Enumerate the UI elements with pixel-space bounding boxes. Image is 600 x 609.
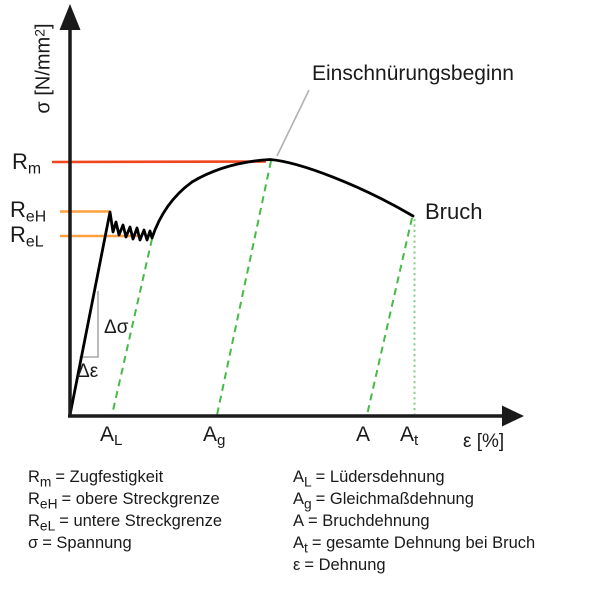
fracture-label: Bruch <box>425 199 483 224</box>
legend-symbol: ε <box>293 556 301 574</box>
legend-definition: = Gleichmaßdehnung <box>315 490 474 508</box>
rel-label-sub: eL <box>25 233 44 251</box>
lueders-extension-dashed-line <box>111 238 153 416</box>
legend-definition: = untere Streckgrenze <box>59 512 223 530</box>
legend-item-al: AL = Lüdersdehnung <box>293 466 535 490</box>
x-tick-at-sym: A <box>400 423 415 446</box>
rm-level-line <box>51 160 267 164</box>
legend-definition: = gesamte Dehnung bei Bruch <box>311 534 536 552</box>
legend-right: AL = Lüdersdehnung Ag = Gleichmaßdehnung A… <box>293 466 535 576</box>
legend-sub: eH <box>39 496 58 512</box>
reh-label: ReH <box>10 197 46 225</box>
legend-item-at: At = gesamte Dehnung bei Bruch <box>293 532 536 556</box>
delta-sigma-label: Δσ <box>104 317 129 338</box>
stress-strain-curve <box>68 158 415 417</box>
legend-sub: m <box>39 474 52 490</box>
x-tick-at-sub: t <box>414 432 419 450</box>
legend-sub: eL <box>39 518 56 534</box>
x-tick-a: A <box>356 423 371 446</box>
x-tick-al: AL <box>100 423 123 450</box>
x-tick-ag-sym: A <box>203 423 218 446</box>
legend-definition: = Spannung <box>42 534 132 552</box>
legend-item-sigma: σ = Spannung <box>28 532 222 554</box>
legend-item-ag: Ag = Gleichmaßdehnung <box>293 488 535 512</box>
x-tick-ag: Ag <box>203 423 226 450</box>
y-axis-label-pre: σ [N/mm <box>32 36 55 114</box>
legend-definition: = Bruchdehnung <box>308 512 430 530</box>
rm-label-sub: m <box>27 160 42 178</box>
legend-symbol: σ <box>28 534 39 552</box>
y-axis-label-sup: 2 <box>31 29 48 37</box>
legend-symbol: A <box>293 468 305 486</box>
reh-label-sym: R <box>10 197 26 222</box>
delta-epsilon-label: Δε <box>77 361 99 382</box>
x-tick-a-sym: A <box>356 423 371 446</box>
fracture-strain-dashed-line <box>366 217 413 416</box>
legend-left: Rm = Zugfestigkeit ReH = obere Streckgrenz… <box>28 466 222 554</box>
legend-sub: g <box>304 496 312 512</box>
necking-annotation: Einschnürungsbeginn <box>312 62 514 85</box>
legend-item-rm: Rm = Zugfestigkeit <box>28 466 222 490</box>
rm-label-sym: R <box>12 149 28 174</box>
legend-definition: = obere Streckgrenze <box>61 490 220 508</box>
x-tick-al-sym: A <box>100 423 115 446</box>
legend-symbol: R <box>28 468 40 486</box>
rm-label: Rm <box>12 149 41 177</box>
x-tick-ag-sub: g <box>217 432 226 450</box>
legend-symbol: A <box>293 490 305 508</box>
legend-symbol: A <box>293 512 305 530</box>
y-axis-arrowhead <box>59 4 81 30</box>
legend-item-rel: ReL = untere Streckgrenze <box>28 510 223 534</box>
x-tick-al-sub: L <box>114 432 123 450</box>
legend-sub: t <box>304 540 308 556</box>
modulus-triangle <box>79 291 99 358</box>
legend-item-reh: ReH = obere Streckgrenze <box>28 488 222 512</box>
legend-item-epsilon: ε = Dehnung <box>293 554 535 576</box>
y-axis-label: σ [N/mm2] <box>31 19 55 119</box>
legend-symbol: R <box>28 490 40 508</box>
x-axis-arrowhead <box>502 405 524 427</box>
uniform-strain-dashed-line <box>216 160 272 416</box>
legend-symbol: R <box>28 512 40 530</box>
legend-definition: = Lüdersdehnung <box>315 468 445 486</box>
y-axis-label-post: ] <box>32 23 55 29</box>
legend-definition: = Zugfestigkeit <box>55 468 164 486</box>
legend-sub: L <box>304 474 312 490</box>
x-tick-at: At <box>400 423 419 450</box>
legend-symbol: A <box>293 534 305 552</box>
reh-label-sub: eH <box>25 208 47 226</box>
rel-label: ReL <box>10 222 44 250</box>
necking-pointer-line <box>276 89 310 157</box>
legend-item-a: A = Bruchdehnung <box>293 510 535 532</box>
rel-label-sym: R <box>10 222 26 247</box>
x-axis-label: ε [%] <box>463 431 505 452</box>
legend-definition: = Dehnung <box>304 556 386 574</box>
